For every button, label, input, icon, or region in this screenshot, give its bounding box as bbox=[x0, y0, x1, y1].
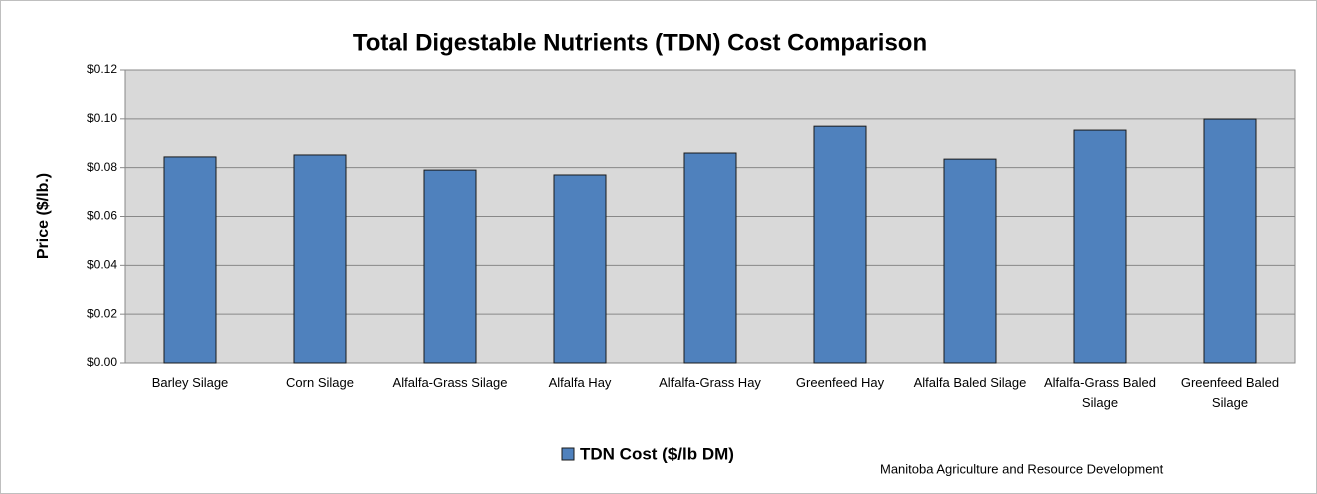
bar bbox=[423, 169, 477, 364]
x-tick-label: Corn Silage bbox=[286, 375, 354, 390]
y-tick-label: $0.12 bbox=[87, 62, 117, 76]
x-tick-label: Greenfeed Baled Silage bbox=[1180, 375, 1280, 410]
x-tick-label: Alfalfa Hay bbox=[548, 375, 612, 390]
y-axis-label: Price ($/lb.) bbox=[35, 173, 52, 259]
y-tick-label: $0.02 bbox=[87, 306, 117, 320]
x-tick-label-box: Alfalfa-Grass Silage bbox=[392, 375, 508, 390]
x-tick-label: Alfalfa Baled Silage bbox=[913, 375, 1027, 390]
legend: TDN Cost ($/lb DM) bbox=[561, 444, 734, 463]
x-tick-label-box: Barley Silage bbox=[151, 375, 229, 390]
x-tick-label-box: Greenfeed Hay bbox=[795, 375, 885, 390]
y-tick-label: $0.00 bbox=[87, 355, 117, 369]
y-tick-label: $0.06 bbox=[87, 209, 117, 223]
bar bbox=[163, 156, 217, 364]
x-tick-label-box: Corn Silage bbox=[286, 375, 354, 390]
x-tick-label: Barley Silage bbox=[151, 375, 229, 390]
legend-label: TDN Cost ($/lb DM) bbox=[580, 444, 734, 463]
y-tick-label: $0.10 bbox=[87, 111, 117, 125]
bar bbox=[683, 152, 737, 364]
x-tick-label: Alfalfa-Grass Hay bbox=[659, 375, 761, 390]
y-tick-label: $0.04 bbox=[87, 258, 117, 272]
bar bbox=[813, 125, 867, 364]
bar bbox=[553, 174, 607, 364]
x-tick-label-box: Alfalfa Hay bbox=[548, 375, 612, 390]
x-tick-label-box: Greenfeed Baled Silage bbox=[1180, 375, 1280, 410]
bar bbox=[293, 154, 347, 364]
y-tick-label: $0.08 bbox=[87, 160, 117, 174]
x-tick-label: Alfalfa-Grass Baled Silage bbox=[1044, 375, 1156, 410]
x-tick-label: Greenfeed Hay bbox=[795, 375, 885, 390]
x-tick-label: Alfalfa-Grass Silage bbox=[392, 375, 508, 390]
x-tick-label-box: Alfalfa-Grass Hay bbox=[659, 375, 761, 390]
bar bbox=[943, 158, 997, 364]
x-tick-label-box: Alfalfa-Grass Baled Silage bbox=[1044, 375, 1156, 410]
chart-title: Total Digestable Nutrients (TDN) Cost Co… bbox=[353, 29, 927, 56]
bar bbox=[1203, 118, 1257, 364]
legend-swatch bbox=[561, 447, 575, 461]
bar bbox=[1073, 129, 1127, 364]
x-tick-label-box: Alfalfa Baled Silage bbox=[913, 375, 1027, 390]
source-note: Manitoba Agriculture and Resource Develo… bbox=[880, 461, 1164, 476]
